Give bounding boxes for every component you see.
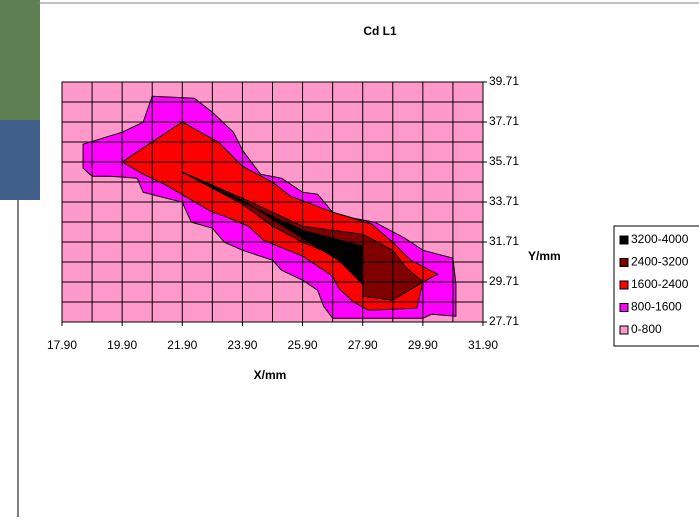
y-tick-label: 39.71 bbox=[489, 74, 519, 88]
legend-label: 2400-3200 bbox=[631, 255, 689, 269]
y-axis-label: Y/mm bbox=[528, 249, 561, 263]
legend-swatch bbox=[620, 236, 628, 244]
legend-label: 800-1600 bbox=[631, 300, 682, 314]
x-tick-label: 17.90 bbox=[47, 338, 77, 352]
y-tick-label: 35.71 bbox=[489, 154, 519, 168]
chart-title: Cd L1 bbox=[363, 24, 397, 38]
x-tick-label: 27.90 bbox=[348, 338, 378, 352]
y-tick-label: 37.71 bbox=[489, 114, 519, 128]
x-tick-label: 31.90 bbox=[468, 338, 498, 352]
y-tick-label: 31.71 bbox=[489, 234, 519, 248]
x-tick-label: 21.90 bbox=[167, 338, 197, 352]
x-tick-label: 19.90 bbox=[107, 338, 137, 352]
x-tick-label: 29.90 bbox=[408, 338, 438, 352]
y-tick-label: 33.71 bbox=[489, 194, 519, 208]
legend-label: 0-800 bbox=[631, 322, 662, 336]
thumbnail-part bbox=[0, 120, 40, 200]
page: Cd L1 X/mm Y/mm 3200-4000 2400-3200 1600-2… bbox=[0, 0, 699, 517]
y-tick-label: 29.71 bbox=[489, 274, 519, 288]
y-tick-label: 27.71 bbox=[489, 314, 519, 328]
legend-swatch bbox=[620, 259, 628, 267]
x-tick-label: 25.90 bbox=[288, 338, 318, 352]
legend-swatch bbox=[620, 326, 628, 334]
legend-label: 3200-4000 bbox=[631, 232, 689, 246]
x-axis-label: X/mm bbox=[254, 368, 287, 382]
legend-label: 1600-2400 bbox=[631, 277, 689, 291]
legend-swatch bbox=[620, 304, 628, 312]
x-tick-label: 23.90 bbox=[227, 338, 257, 352]
chart: Cd L1 X/mm Y/mm 3200-4000 2400-3200 1600-2… bbox=[0, 0, 699, 517]
legend-swatch bbox=[620, 281, 628, 289]
